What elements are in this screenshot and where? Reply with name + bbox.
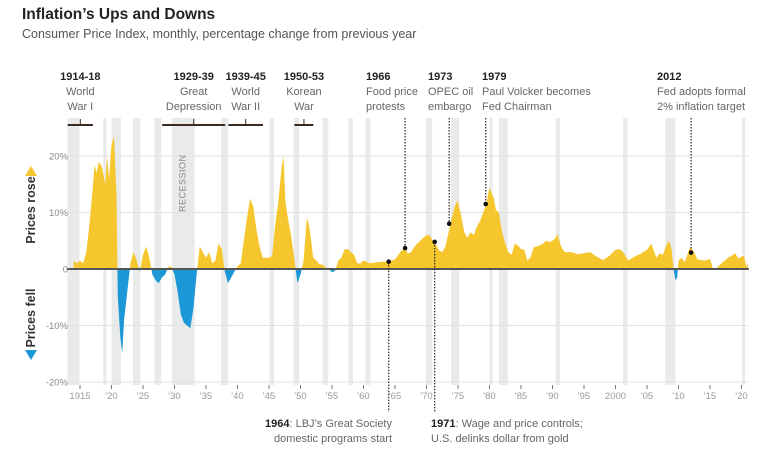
event-dot [432, 239, 437, 245]
event-label-text: : LBJ’s Great Society [289, 418, 392, 430]
recession-band [269, 118, 275, 385]
x-tick-label: '10 [672, 391, 684, 402]
event-annotation: 1964: LBJ’s Great Society domestic progra… [265, 259, 392, 445]
recession-label: RECESSION [178, 154, 188, 212]
period-label: War I [67, 101, 93, 113]
y-tick-label: -10% [46, 321, 69, 332]
x-tick-label: '80 [483, 391, 495, 402]
recession-band [132, 118, 141, 385]
period-label: Depression [166, 101, 222, 113]
y-tick-label: 10% [49, 208, 69, 219]
event-year: 1966 [366, 71, 390, 83]
y-tick-label: -20% [46, 378, 69, 389]
recession-band [154, 118, 162, 385]
event-label: 1971: Wage and price controls; [431, 418, 583, 430]
event-annotation: 1973 OPEC oil embargo [428, 71, 473, 227]
event-label: Fed adopts formal [657, 86, 746, 98]
event-label: OPEC oil [428, 86, 473, 98]
period-annotation: 1950-53 Korean War [284, 71, 324, 126]
x-tick-label: '15 [704, 391, 716, 402]
event-year: 2012 [657, 71, 681, 83]
event-annotation: 1966 Food price protests [366, 71, 418, 251]
recession-band [742, 118, 746, 385]
recession-band [293, 118, 300, 385]
period-label: War [294, 101, 314, 113]
x-tick-label: '20 [105, 391, 117, 402]
event-annotation: 1979 Paul Volcker becomes Fed Chairman [482, 71, 591, 207]
x-tick-label: '70 [420, 391, 432, 402]
triangle-down-icon [25, 350, 37, 360]
event-year: 1973 [428, 71, 452, 83]
y-label-positive: Prices rose [24, 166, 38, 244]
gridlines [66, 155, 749, 383]
event-dot [688, 250, 694, 255]
period-years: 1939-45 [225, 71, 265, 83]
period-annotation: 1914-18 World War I [60, 71, 100, 126]
recession-band [322, 118, 329, 385]
x-tick-label: '85 [515, 391, 527, 402]
period-annotation: 1939-45 World War II [225, 71, 266, 126]
event-annotation: 1971: Wage and price controls; U.S. delin… [431, 239, 583, 445]
x-tick-label: '45 [263, 391, 275, 402]
x-tick-label: '50 [294, 391, 306, 402]
x-tick-label: '55 [326, 391, 338, 402]
event-dot [446, 221, 452, 227]
period-label: Great [180, 86, 208, 98]
chart-title: Inflation’s Ups and Downs [22, 6, 216, 23]
period-label: Korean [286, 86, 321, 98]
event-label: 2% inflation target [657, 101, 745, 113]
x-tick-label: '95 [578, 391, 590, 402]
event-label: domestic programs start [274, 433, 392, 445]
event-label: U.S. delinks dollar from gold [431, 433, 569, 445]
y-tick-label: 20% [49, 152, 69, 163]
event-year: 1979 [482, 71, 506, 83]
event-year: 1964 [265, 418, 290, 430]
period-label: War II [231, 101, 260, 113]
x-tick-label: '35 [200, 391, 212, 402]
event-annotation: 2012 Fed adopts formal 2% inflation target [657, 71, 746, 255]
period-years: 1914-18 [60, 71, 100, 83]
axes: 20% 10% 0 -10% -20%1915 '20 '25 '30 '35 '40 '45 '50… [46, 152, 748, 403]
x-tick-label: '25 [137, 391, 149, 402]
event-label: 1964: LBJ’s Great Society [265, 418, 392, 430]
period-label: World [231, 86, 260, 98]
event-year: 1971 [431, 418, 455, 430]
prices-fell-label: Prices fell [24, 288, 38, 347]
x-tick-label: '75 [452, 391, 464, 402]
event-label: embargo [428, 101, 471, 113]
x-tick-label: '90 [546, 391, 558, 402]
x-tick-label: '60 [357, 391, 369, 402]
y-label-negative: Prices fell [24, 288, 38, 360]
event-label: protests [366, 101, 406, 113]
x-tick-label: '05 [641, 391, 653, 402]
event-dot [386, 259, 392, 264]
y-tick-label: 0 [63, 265, 68, 276]
event-label: Food price [366, 86, 418, 98]
x-tick-label: '40 [231, 391, 243, 402]
prices-rose-label: Prices rose [24, 176, 38, 243]
event-label-text: : Wage and price controls; [455, 418, 582, 430]
period-annotation: 1929-39 Great Depression [162, 71, 226, 126]
x-tick-label: '20 [735, 391, 747, 402]
x-tick-label: 1915 [69, 391, 90, 402]
recession-band [221, 118, 229, 385]
recession-band [67, 118, 80, 385]
x-tick-label: 2000 [605, 391, 626, 402]
x-tick-label: '30 [168, 391, 180, 402]
recession-band [623, 118, 628, 385]
period-years: 1950-53 [284, 71, 324, 83]
event-label: Paul Volcker becomes [482, 86, 591, 98]
event-dot [402, 245, 408, 251]
chart-subtitle: Consumer Price Index, monthly, percentag… [22, 27, 417, 41]
recession-band [365, 118, 371, 385]
period-label: World [66, 86, 95, 98]
event-dot [483, 201, 489, 207]
triangle-up-icon [25, 166, 37, 176]
recession-band [348, 118, 353, 385]
period-years: 1929-39 [174, 71, 214, 83]
x-tick-label: '65 [389, 391, 401, 402]
event-label: Fed Chairman [482, 101, 552, 113]
